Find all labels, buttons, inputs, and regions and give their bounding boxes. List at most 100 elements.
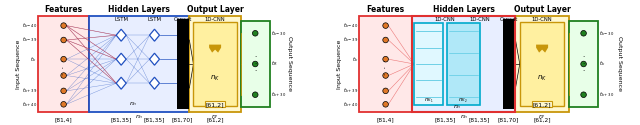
Text: Concat: Concat	[173, 17, 192, 22]
Text: Output Sequence: Output Sequence	[287, 36, 292, 92]
Circle shape	[383, 102, 388, 107]
Polygon shape	[536, 45, 548, 53]
Text: [61,2]: [61,2]	[532, 102, 552, 107]
Text: Output Layer: Output Layer	[514, 5, 570, 14]
Text: 1D-CNN: 1D-CNN	[532, 17, 552, 22]
Circle shape	[61, 56, 67, 62]
Text: [81,4]: [81,4]	[377, 117, 394, 122]
Text: $t_{k-30}$: $t_{k-30}$	[600, 29, 614, 38]
Text: [81,70]: [81,70]	[172, 117, 193, 122]
Text: $t_k$: $t_k$	[600, 60, 606, 68]
Circle shape	[383, 73, 388, 78]
Circle shape	[61, 102, 67, 107]
Text: Output Layer: Output Layer	[187, 5, 243, 14]
Text: $n_{K_1}$: $n_{K_1}$	[424, 96, 433, 105]
Text: LSTM: LSTM	[114, 17, 128, 22]
Text: 1D-CNN: 1D-CNN	[469, 17, 490, 22]
Text: $t_R$: $t_R$	[271, 60, 277, 68]
Polygon shape	[150, 53, 159, 65]
Text: [61,2]: [61,2]	[206, 102, 225, 107]
Circle shape	[383, 37, 388, 43]
Bar	[177, 19, 189, 109]
Circle shape	[252, 92, 258, 98]
Circle shape	[383, 23, 388, 28]
Text: $t_{k-39}$: $t_{k-39}$	[343, 36, 358, 44]
Text: $t_{k+30}$: $t_{k+30}$	[271, 90, 286, 99]
Bar	[569, 21, 598, 107]
Text: $t_{k+40}$: $t_{k+40}$	[343, 100, 358, 109]
Polygon shape	[116, 53, 126, 65]
Text: $t_{k+39}$: $t_{k+39}$	[22, 86, 37, 95]
Text: 1D-CNN: 1D-CNN	[205, 17, 225, 22]
Bar	[447, 23, 479, 105]
Circle shape	[580, 61, 586, 67]
Circle shape	[61, 23, 67, 28]
Text: 1D-CNN: 1D-CNN	[435, 17, 456, 22]
Polygon shape	[150, 29, 159, 41]
Text: Hidden Layers: Hidden Layers	[108, 5, 170, 14]
Text: $t_k$: $t_k$	[351, 55, 358, 64]
Text: [61,2]: [61,2]	[206, 117, 224, 122]
Text: $n_h$: $n_h$	[129, 100, 138, 108]
Text: [81,70]: [81,70]	[498, 117, 519, 122]
Text: $t_{k+40}$: $t_{k+40}$	[22, 100, 37, 109]
Circle shape	[252, 30, 258, 36]
Bar	[359, 16, 412, 112]
Text: $n_h$: $n_h$	[453, 103, 462, 111]
Text: [61,2]: [61,2]	[533, 117, 551, 122]
Text: ·
·
·: · · ·	[582, 54, 585, 74]
Text: [81,35]: [81,35]	[435, 117, 456, 122]
Polygon shape	[150, 77, 159, 89]
Text: [81,4]: [81,4]	[55, 117, 72, 122]
Text: Output Sequence: Output Sequence	[616, 36, 621, 92]
Bar	[412, 16, 515, 112]
Circle shape	[61, 37, 67, 43]
Text: $n_K$: $n_K$	[210, 74, 220, 83]
Text: Features: Features	[367, 5, 404, 14]
Text: $t_{k-40}$: $t_{k-40}$	[343, 21, 358, 30]
Circle shape	[580, 92, 586, 98]
Text: $n_K$: $n_K$	[537, 74, 547, 83]
Bar	[412, 16, 515, 112]
Text: $n_h$: $n_h$	[135, 113, 143, 121]
Circle shape	[383, 88, 388, 94]
Text: Input Sequence: Input Sequence	[337, 39, 342, 89]
Bar	[503, 19, 515, 109]
Text: $n_f$: $n_f$	[211, 113, 219, 121]
Text: $t_{k+30}$: $t_{k+30}$	[600, 90, 614, 99]
Text: ·  ·  ·: · · ·	[383, 60, 388, 75]
Text: $n_{K_2}$: $n_{K_2}$	[458, 96, 467, 105]
Text: $t_{k-40}$: $t_{k-40}$	[22, 21, 37, 30]
Text: [81,35]: [81,35]	[144, 117, 165, 122]
Text: $n_f$: $n_f$	[538, 113, 546, 121]
Circle shape	[61, 73, 67, 78]
Text: $t_{k-30}$: $t_{k-30}$	[271, 29, 286, 38]
Polygon shape	[116, 77, 126, 89]
Text: Hidden Layers: Hidden Layers	[433, 5, 495, 14]
Text: [81,35]: [81,35]	[111, 117, 132, 122]
Text: $n_h$: $n_h$	[460, 113, 468, 121]
Circle shape	[61, 88, 67, 94]
Text: [81,35]: [81,35]	[468, 117, 490, 122]
Text: LSTM: LSTM	[147, 17, 161, 22]
Bar	[414, 23, 443, 105]
Text: ·
·
·: · · ·	[254, 54, 257, 74]
Circle shape	[580, 30, 586, 36]
Text: ·  ·  ·: · · ·	[61, 60, 67, 75]
Bar	[241, 21, 269, 107]
Bar	[189, 16, 241, 112]
Bar	[193, 22, 237, 106]
Bar	[90, 16, 189, 112]
Text: $t_k$: $t_k$	[31, 55, 37, 64]
Bar	[520, 22, 564, 106]
Text: $t_{k-39}$: $t_{k-39}$	[22, 36, 37, 44]
Bar	[38, 16, 90, 112]
Text: Input Sequence: Input Sequence	[16, 39, 21, 89]
Text: Features: Features	[45, 5, 83, 14]
Text: Concat: Concat	[499, 17, 518, 22]
Circle shape	[252, 61, 258, 67]
Bar	[515, 16, 569, 112]
Circle shape	[383, 56, 388, 62]
Text: $t_{k+39}$: $t_{k+39}$	[343, 86, 358, 95]
Polygon shape	[209, 45, 221, 53]
